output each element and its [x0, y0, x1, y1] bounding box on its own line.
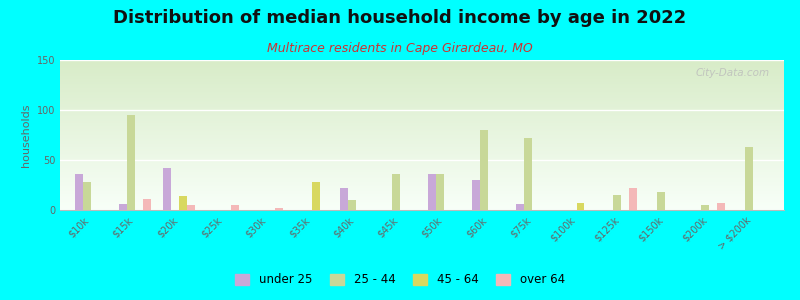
Y-axis label: households: households — [21, 103, 31, 167]
Bar — [657, 192, 665, 210]
Bar — [231, 205, 239, 210]
Bar — [179, 196, 187, 210]
Bar — [613, 195, 621, 210]
Bar — [436, 174, 444, 210]
Bar — [143, 199, 151, 210]
Bar — [577, 203, 585, 210]
Bar — [525, 138, 532, 210]
Bar — [348, 200, 356, 210]
Bar — [472, 180, 480, 210]
Bar — [717, 203, 725, 210]
Bar — [517, 204, 525, 210]
Bar — [75, 174, 83, 210]
Bar — [163, 168, 171, 210]
Bar — [428, 174, 436, 210]
Bar — [480, 130, 488, 210]
Bar — [392, 174, 400, 210]
Bar — [83, 182, 91, 210]
Bar — [312, 182, 319, 210]
Text: Multirace residents in Cape Girardeau, MO: Multirace residents in Cape Girardeau, M… — [267, 42, 533, 55]
Text: Distribution of median household income by age in 2022: Distribution of median household income … — [114, 9, 686, 27]
Bar — [119, 204, 127, 210]
Bar — [701, 205, 709, 210]
Bar — [629, 188, 637, 210]
Bar — [745, 147, 753, 210]
Text: City-Data.com: City-Data.com — [695, 68, 770, 77]
Bar — [275, 208, 283, 210]
Legend: under 25, 25 - 44, 45 - 64, over 64: under 25, 25 - 44, 45 - 64, over 64 — [230, 269, 570, 291]
Bar — [340, 188, 348, 210]
Bar — [127, 115, 135, 210]
Bar — [187, 205, 195, 210]
